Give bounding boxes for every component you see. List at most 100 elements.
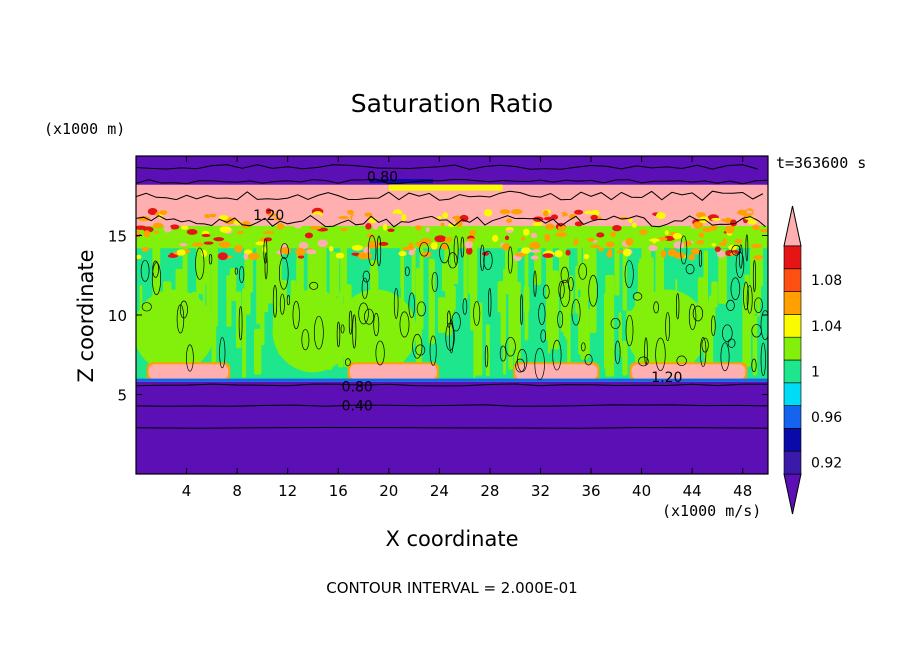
contour-cell [451, 312, 461, 332]
speckle [730, 252, 736, 257]
plume [437, 297, 446, 333]
contour-cell [373, 312, 380, 337]
speckle [136, 230, 141, 236]
contour-cell [309, 281, 319, 290]
contour-label: 1.20 [651, 370, 682, 386]
speckle [338, 215, 349, 220]
speckle [136, 254, 142, 260]
contour-cell [614, 340, 621, 365]
contour-upper-080 [136, 178, 768, 185]
speckle [550, 214, 559, 220]
speckle [293, 222, 303, 229]
plume [211, 253, 217, 364]
speckle [408, 242, 415, 250]
speckle [261, 246, 267, 253]
colorbar-label: 1.08 [811, 273, 842, 289]
speckle [711, 243, 717, 247]
y-axis-label: Z coordinate [74, 249, 98, 382]
contour-cell [760, 342, 766, 377]
contour-cloud-base [136, 214, 766, 228]
speckle [351, 244, 364, 251]
contour-cell [499, 345, 507, 362]
speckle [367, 240, 380, 249]
contour-labels: 0.80 1.20 0.80 0.40 1.20 [253, 170, 682, 415]
contour-cell [578, 263, 588, 280]
speckle [573, 238, 579, 246]
contour-cell [367, 235, 377, 267]
contour-cell [752, 260, 756, 293]
speckle [201, 233, 211, 238]
contour-lines [136, 164, 768, 429]
speckle [505, 229, 514, 234]
speckle [693, 221, 704, 229]
contour-cell [473, 301, 481, 326]
contour-cell [581, 342, 586, 352]
contour-cell [375, 340, 385, 366]
speckle [243, 253, 248, 260]
contour-cell [176, 304, 185, 334]
speckle [191, 242, 204, 247]
plume [474, 302, 483, 376]
speckle [649, 238, 660, 242]
plume [547, 316, 551, 354]
contour-cell [680, 235, 688, 265]
speckle [467, 238, 476, 242]
contour-cell [745, 234, 749, 262]
speckle [255, 241, 266, 246]
contour-cell [751, 358, 757, 373]
contour-cell [348, 310, 353, 335]
contour-cell [507, 246, 513, 274]
colorbar-cell [783, 268, 802, 292]
contour-cell [460, 236, 465, 258]
speckle [447, 223, 457, 228]
speckle [430, 242, 438, 250]
speckle [143, 230, 151, 238]
speckle [297, 255, 305, 259]
y-unit-label: (x1000 m) [44, 120, 125, 138]
contour-cell [665, 312, 671, 342]
contour-cell [408, 292, 415, 318]
plume [614, 240, 620, 296]
speckle [324, 208, 336, 214]
speckle [313, 214, 321, 218]
contour-cell [362, 270, 370, 283]
contour-cell [743, 281, 749, 311]
speckle [147, 208, 158, 215]
lens [631, 364, 746, 380]
colorbar-cell [783, 450, 802, 475]
y-tick-label: 15 [108, 228, 127, 246]
speckle [364, 252, 373, 260]
speckle [392, 213, 402, 217]
speckle [544, 233, 551, 242]
contour-cell [301, 329, 310, 351]
colorbar-cell [783, 428, 802, 452]
contour-cell [584, 354, 593, 366]
cloud-layer [136, 184, 768, 228]
chart-title: Saturation Ratio [351, 89, 553, 118]
speckle [484, 208, 493, 217]
colorbar-cell [783, 314, 802, 338]
speckle [596, 232, 605, 238]
plume [245, 250, 251, 315]
speckle [440, 222, 445, 227]
speckle [444, 236, 452, 243]
contour-cell [483, 250, 493, 270]
mixed-layer-base-rim [136, 378, 768, 382]
contour-cell [727, 338, 736, 348]
speckle [209, 213, 217, 218]
speckle [425, 227, 430, 233]
x-tick-label: 8 [232, 482, 242, 500]
speckle [590, 244, 601, 248]
plume [445, 270, 452, 336]
contour-cell [462, 298, 468, 315]
speckle [583, 253, 590, 260]
plume [463, 227, 468, 300]
speckle [365, 222, 372, 230]
contour-cell [292, 300, 300, 330]
speckle [372, 223, 379, 230]
speckle [751, 243, 762, 249]
speckle [568, 213, 576, 220]
lower-cloud-lenses [146, 362, 748, 382]
speckle [672, 232, 682, 240]
speckle [623, 248, 632, 257]
